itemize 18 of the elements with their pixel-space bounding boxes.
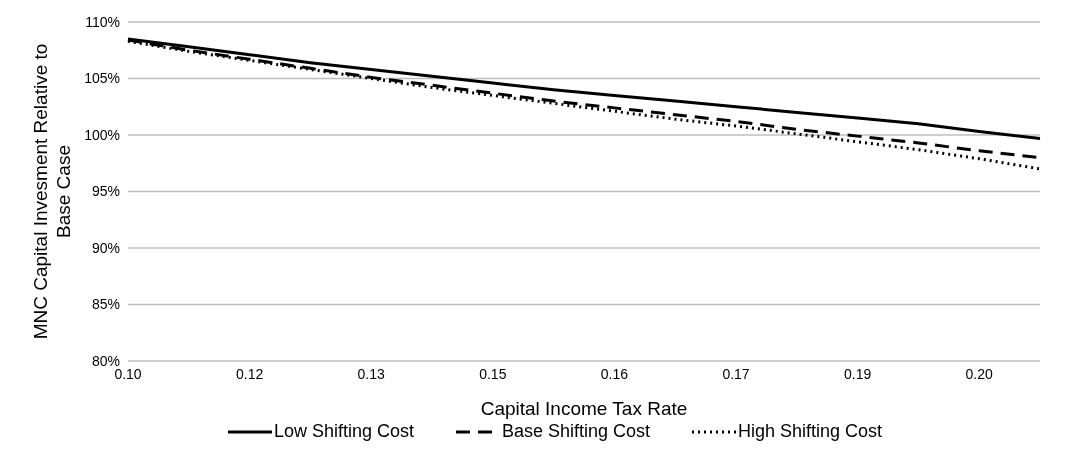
x-tick-label: 0.13	[357, 365, 386, 382]
legend-label: Low Shifting Cost	[273, 421, 414, 442]
x-tick-label: 0.20	[965, 365, 994, 382]
x-tick-label: 0.16	[600, 365, 629, 382]
legend-label: High Shifting Cost	[738, 421, 883, 442]
x-axis-title: Capital Income Tax Rate	[480, 398, 688, 419]
y-tick-label: 90%	[91, 239, 120, 256]
x-tick-label: 0.15	[479, 365, 507, 382]
y-tick-label: 100%	[84, 126, 120, 143]
legend-label: Base Shifting Cost	[501, 421, 651, 442]
x-tick-label: 0.12	[235, 365, 264, 382]
y-tick-label: 105%	[84, 70, 120, 87]
x-tick-label: 0.17	[722, 365, 750, 382]
y-axis-title: MNC Capital Invesment Relative to Base Case	[30, 43, 74, 340]
y-tick-label: 95%	[91, 183, 120, 200]
x-tick-label: 0.19	[843, 365, 872, 382]
y-tick-label: 85%	[91, 296, 120, 313]
y-tick-label: 110%	[85, 13, 120, 30]
